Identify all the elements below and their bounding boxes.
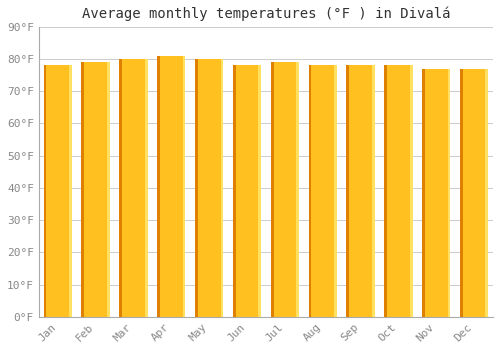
Bar [384,65,412,317]
Bar [119,59,122,317]
Bar [296,62,299,317]
Bar [346,65,375,317]
Bar [82,62,84,317]
Bar [220,59,224,317]
Bar [195,59,198,317]
Bar [119,59,148,317]
Bar [107,62,110,317]
Bar [346,65,349,317]
Bar [145,59,148,317]
Bar [372,65,375,317]
Bar [308,65,312,317]
Bar [460,69,488,317]
Bar [460,69,463,317]
Bar [270,62,274,317]
Bar [69,65,72,317]
Bar [44,65,72,317]
Bar [233,65,261,317]
Bar [82,62,110,317]
Bar [308,65,337,317]
Bar [157,56,186,317]
Bar [334,65,337,317]
Bar [270,62,299,317]
Bar [410,65,412,317]
Bar [422,69,425,317]
Bar [182,56,186,317]
Bar [157,56,160,317]
Bar [258,65,261,317]
Bar [486,69,488,317]
Bar [448,69,450,317]
Bar [195,59,224,317]
Bar [384,65,387,317]
Bar [44,65,46,317]
Bar [233,65,235,317]
Bar [422,69,450,317]
Title: Average monthly temperatures (°F ) in Divalá: Average monthly temperatures (°F ) in Di… [82,7,450,21]
